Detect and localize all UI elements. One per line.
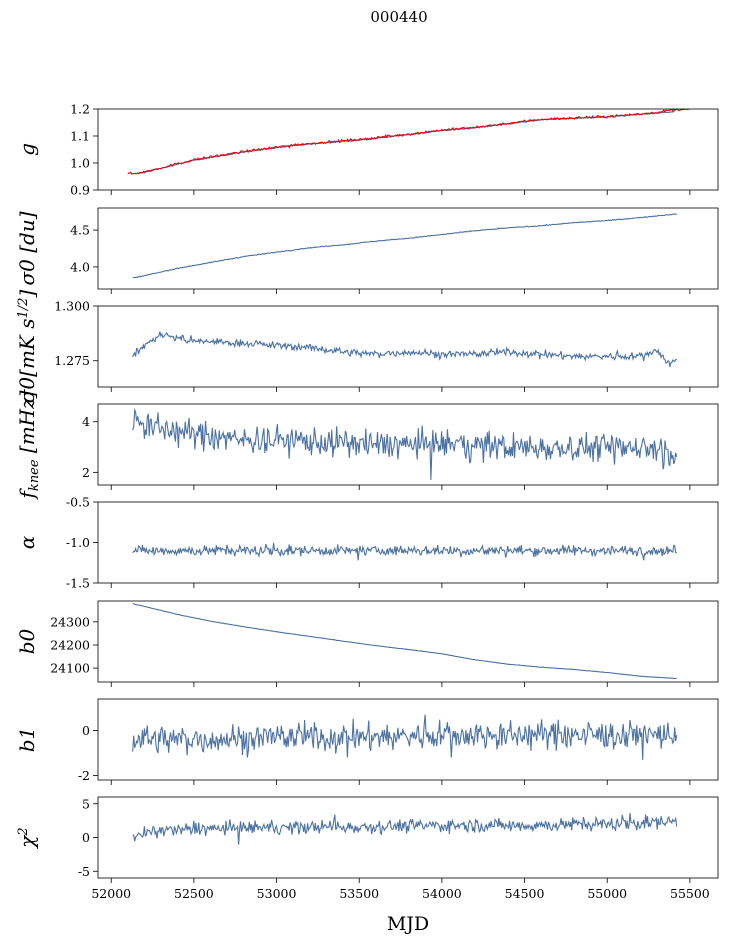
y-tick-label: -1.0 bbox=[66, 535, 90, 550]
series-line-2-1 bbox=[132, 213, 677, 279]
x-tick-label: 53500 bbox=[339, 886, 379, 901]
series-line-8-1 bbox=[132, 813, 678, 845]
x-tick-label: 55000 bbox=[587, 886, 627, 901]
panel-3: 1.275 1.300 σ0[mK s1/2] bbox=[15, 290, 719, 404]
axes-frame bbox=[97, 403, 719, 486]
x-tick-label: 54000 bbox=[422, 886, 462, 901]
axes-frame bbox=[97, 305, 719, 388]
panel-1: 0.9 1.0 1.1 1.2 g bbox=[15, 102, 719, 198]
series-line-5-1 bbox=[132, 542, 677, 561]
y-tick-label: 1.0 bbox=[70, 156, 90, 171]
axes-frame bbox=[97, 600, 719, 683]
axes-frame bbox=[97, 207, 719, 290]
x-tick-label: 52500 bbox=[174, 886, 214, 901]
y-tick-label: 4.0 bbox=[70, 259, 90, 274]
x-tick-label: 55500 bbox=[670, 886, 710, 901]
panel-5: -1.5 -1.0 -0.5 α bbox=[15, 495, 719, 591]
axes-frame bbox=[97, 698, 719, 781]
y-tick-label: 1.2 bbox=[70, 102, 90, 117]
series-line-1-1 bbox=[132, 109, 678, 175]
y-tick-label: 4 bbox=[82, 414, 90, 429]
y-tick-label: -1.5 bbox=[66, 576, 90, 591]
series-line-1-2 bbox=[127, 109, 691, 175]
panel-8: -5 0 5 52000 52500 53000 53500 54000 54500 55000 5… bbox=[15, 796, 719, 901]
y-tick-label: 1.300 bbox=[54, 299, 90, 314]
panel-2: 4.0 4.5 σ0 [du] bbox=[15, 207, 719, 294]
y-axis-label: α bbox=[15, 535, 39, 549]
axes-frame bbox=[97, 501, 719, 584]
figure-title: 000440 bbox=[370, 8, 427, 26]
y-axis-label: b0 bbox=[15, 628, 39, 654]
y-axis-label: b1 bbox=[15, 727, 39, 753]
y-axis-label: χ2 bbox=[15, 827, 39, 849]
y-tick-label: 1.1 bbox=[70, 129, 90, 144]
x-axis-label: MJD bbox=[387, 913, 429, 935]
y-tick-label: -2 bbox=[78, 768, 90, 783]
y-axis-label: σ0 [du] bbox=[15, 211, 39, 285]
y-tick-label: 1.275 bbox=[54, 353, 90, 368]
y-tick-label: 0.9 bbox=[70, 183, 90, 198]
y-tick-label: 0 bbox=[82, 723, 90, 738]
axes-frame bbox=[97, 796, 719, 879]
y-tick-label: -0.5 bbox=[66, 495, 90, 510]
axes-frame bbox=[97, 108, 719, 191]
y-tick-label: -5 bbox=[78, 864, 90, 879]
panel-7: -2 0 b1 bbox=[15, 698, 719, 785]
series-line-3-1 bbox=[132, 331, 677, 367]
panel-4: 2 4 fknee [mHz] bbox=[15, 390, 719, 500]
x-tick-label: 52000 bbox=[91, 886, 131, 901]
y-tick-label: 5 bbox=[82, 796, 90, 811]
y-tick-label: 2 bbox=[82, 465, 90, 480]
y-tick-label: 24300 bbox=[50, 614, 90, 629]
y-axis-label: fknee [mHz] bbox=[15, 390, 42, 500]
y-tick-label: 24200 bbox=[50, 637, 90, 652]
y-axis-label: g bbox=[15, 143, 39, 156]
series-line-7-1 bbox=[132, 714, 678, 760]
series-line-6-1 bbox=[132, 603, 677, 680]
series-line-4-1 bbox=[132, 408, 678, 480]
y-tick-label: 4.5 bbox=[70, 223, 90, 238]
y-tick-label: 24100 bbox=[50, 661, 90, 676]
y-axis-label: σ0[mK s1/2] bbox=[15, 290, 39, 404]
panel-6: 24100 24200 24300 b0 bbox=[15, 600, 719, 687]
y-tick-label: 0 bbox=[82, 830, 90, 845]
x-tick-label: 54500 bbox=[505, 886, 545, 901]
x-tick-label: 53000 bbox=[257, 886, 297, 901]
panels: 0.9 1.0 1.1 1.2 g 4.0 4.5 σ0 [du] 1.275 1.300 σ0[m… bbox=[15, 102, 719, 901]
